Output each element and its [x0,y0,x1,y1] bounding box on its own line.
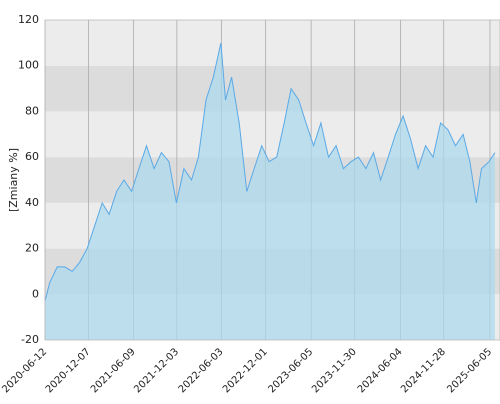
y-tick-label: 40 [25,196,39,209]
y-tick-label: 60 [25,150,39,163]
x-tick-label: 2020-12-07 [44,346,93,395]
x-tick-label: 2025-06-05 [445,346,494,395]
y-tick-label: 80 [25,104,39,117]
x-tick-label: 2020-06-12 [0,346,49,395]
area [45,42,495,341]
x-tick-label: 2024-11-28 [399,346,448,395]
x-tick-label: 2022-06-03 [177,346,226,395]
x-tick-label: 2021-12-03 [132,346,181,395]
x-tick-label: 2022-12-01 [221,346,270,395]
x-tick-label: 2021-06-09 [89,346,138,395]
y-tick-label: 100 [18,59,39,72]
y-tick-label: 0 [32,287,39,300]
plot-border [44,19,500,341]
x-tick-label: 2023-06-05 [267,346,316,395]
grid-band [45,20,500,66]
x-tick-label: 2023-11-30 [310,346,359,395]
y-tick-label: 120 [18,13,39,26]
x-tick-label: 2024-06-04 [356,346,405,395]
grid-band [45,65,500,112]
y-tick-label: 20 [25,242,39,255]
y-tick-label: -20 [21,333,39,346]
grid-band [45,111,500,158]
line [44,42,496,302]
y-axis-label: [Zmiany %] [7,148,20,212]
